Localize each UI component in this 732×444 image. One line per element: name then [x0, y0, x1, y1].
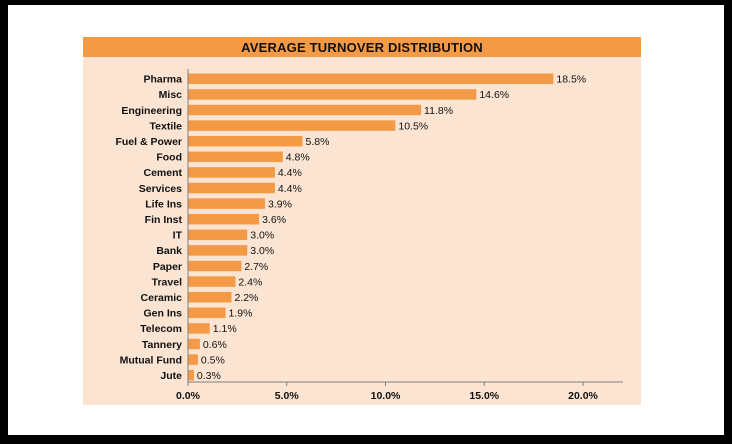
data-label: 5.8% — [306, 136, 330, 148]
data-label: 3.9% — [268, 198, 292, 210]
category-label: Mutual Fund — [120, 354, 182, 366]
data-label: 1.9% — [229, 308, 253, 320]
bars-layer: Pharma 18.5% Misc 14.6% Engineering 11.8% Text… — [115, 73, 586, 382]
category-label: Ceramic — [141, 292, 183, 304]
bar — [188, 229, 248, 241]
bar — [188, 73, 554, 85]
bar — [188, 182, 275, 194]
category-label: Misc — [159, 89, 183, 101]
bar — [188, 167, 275, 178]
category-label: Paper — [153, 261, 182, 273]
data-label: 14.6% — [479, 89, 509, 101]
screen-frame: AVERAGE TURNOVER DISTRIBUTION Pharma 18.5… — [8, 5, 724, 435]
bar — [188, 120, 396, 131]
bar — [188, 213, 260, 225]
x-tick-label: 15.0% — [469, 390, 499, 402]
axes: 0.0% 5.0% 10.0% 15.0% 20.0% — [176, 69, 623, 402]
category-label: Jute — [160, 370, 182, 382]
x-tick-label: 0.0% — [176, 390, 201, 402]
data-label: 3.0% — [250, 230, 274, 242]
bar — [188, 307, 226, 319]
data-label: 18.5% — [556, 74, 586, 86]
data-label: 0.5% — [201, 354, 225, 366]
bar — [188, 260, 242, 272]
data-label: 4.4% — [278, 167, 302, 179]
category-label: Fuel & Power — [115, 136, 182, 148]
data-label: 3.0% — [250, 245, 274, 257]
data-label: 3.6% — [262, 214, 286, 226]
chart-title: AVERAGE TURNOVER DISTRIBUTION — [241, 39, 483, 55]
bar — [188, 135, 303, 147]
chart-panel: AVERAGE TURNOVER DISTRIBUTION Pharma 18.5… — [83, 37, 641, 405]
category-label: Services — [139, 183, 182, 195]
bar — [188, 291, 232, 303]
bar — [188, 151, 283, 163]
data-label: 1.1% — [213, 323, 237, 335]
data-label: 4.8% — [286, 152, 310, 164]
bar — [188, 354, 198, 365]
data-label: 2.4% — [238, 276, 262, 288]
category-label: Pharma — [143, 74, 182, 86]
category-label: Telecom — [140, 323, 182, 335]
category-label: Engineering — [121, 105, 182, 117]
category-label: Gen Ins — [143, 308, 182, 320]
category-label: Food — [156, 152, 182, 164]
bar — [188, 89, 477, 100]
data-label: 0.6% — [203, 339, 227, 351]
data-label: 2.2% — [234, 292, 258, 304]
category-label: Fin Inst — [145, 214, 183, 226]
bar — [188, 198, 266, 209]
category-label: Tannery — [142, 339, 182, 351]
data-label: 0.3% — [197, 370, 221, 382]
data-label: 2.7% — [244, 261, 268, 273]
category-label: Textile — [150, 120, 183, 132]
x-tick-label: 10.0% — [371, 390, 401, 402]
category-label: Travel — [152, 276, 182, 288]
data-label: 11.8% — [424, 105, 453, 117]
category-label: IT — [173, 230, 183, 242]
x-tick-label: 20.0% — [568, 390, 598, 402]
bar — [188, 323, 210, 334]
x-tick-label: 5.0% — [275, 390, 300, 402]
bar-chart: Pharma 18.5% Misc 14.6% Engineering 11.8% Text… — [115, 69, 623, 402]
bar — [188, 338, 200, 350]
chart-title-bar: AVERAGE TURNOVER DISTRIBUTION — [83, 37, 641, 57]
category-label: Life Ins — [145, 198, 182, 210]
data-label: 4.4% — [278, 183, 302, 195]
bar — [188, 104, 422, 116]
category-label: Bank — [156, 245, 182, 257]
bar — [188, 245, 248, 256]
bar — [188, 369, 194, 381]
data-label: 10.5% — [398, 120, 428, 132]
category-label: Cement — [143, 167, 182, 179]
bar — [188, 276, 236, 287]
